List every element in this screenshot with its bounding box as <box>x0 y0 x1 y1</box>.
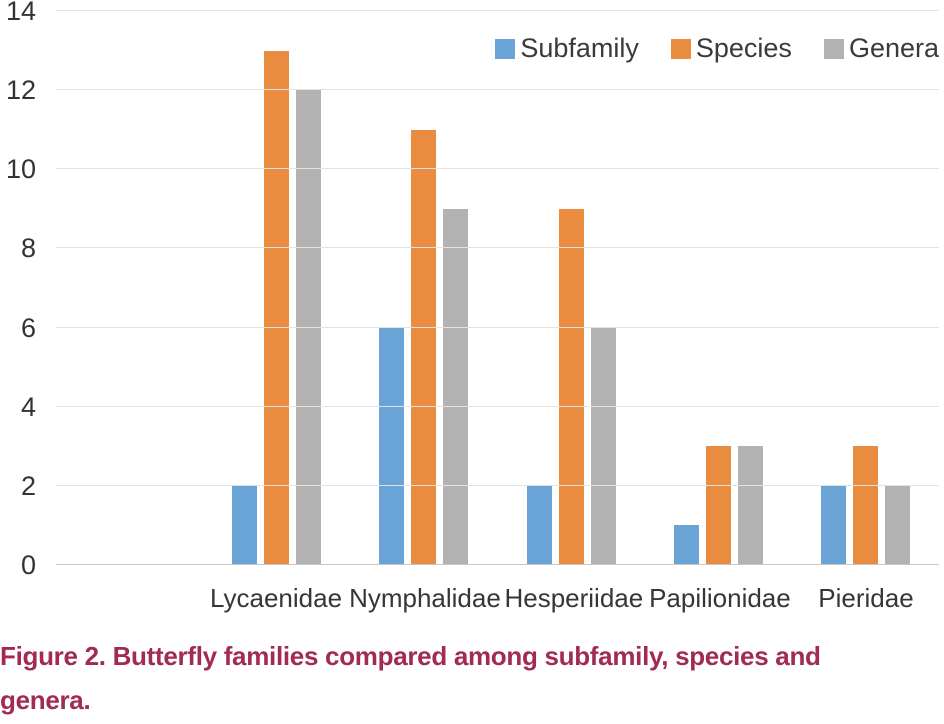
bar-genera-hesperiidae <box>590 327 616 565</box>
y-tick-8: 8 <box>20 233 36 264</box>
bar-genera-papilionidae <box>737 446 763 565</box>
bar-subfamily-papilionidae <box>673 525 699 565</box>
bar-group-pieridae <box>792 11 939 565</box>
figure-caption-line1: Figure 2. Butterfly families compared am… <box>0 641 821 671</box>
subfamily-swatch-icon <box>495 38 516 59</box>
x-axis: Lycaenidae Nymphalidae Hesperiidae Papil… <box>203 583 939 613</box>
bar-group-lycaenidae <box>203 11 350 565</box>
bar-species-lycaenidae <box>264 50 290 565</box>
legend-item-species: Species <box>670 33 792 64</box>
legend-item-genera: Genera <box>823 33 939 64</box>
species-swatch-icon <box>670 38 691 59</box>
chart-legend: Subfamily Species Genera <box>495 33 939 64</box>
bar-group-nymphalidae <box>350 11 497 565</box>
bar-group-hesperiidae <box>497 11 644 565</box>
gridline-6 <box>56 326 939 328</box>
bar-subfamily-nymphalidae <box>379 327 405 565</box>
y-tick-12: 12 <box>5 75 36 106</box>
bar-subfamily-hesperiidae <box>526 485 552 565</box>
bars-region <box>203 11 939 565</box>
x-tick-nymphalidae: Nymphalidae <box>349 583 501 613</box>
gridline-8 <box>56 247 939 249</box>
y-tick-14: 14 <box>5 0 36 26</box>
bar-group-papilionidae <box>645 11 792 565</box>
bar-genera-nymphalidae <box>443 208 469 565</box>
y-axis: 0 2 4 6 8 10 12 14 <box>0 0 40 579</box>
x-tick-pieridae: Pieridae <box>818 583 914 613</box>
y-tick-0: 0 <box>20 550 36 580</box>
legend-label-subfamily: Subfamily <box>520 33 639 63</box>
bar-species-pieridae <box>852 446 878 565</box>
y-tick-2: 2 <box>20 470 36 501</box>
bar-species-nymphalidae <box>411 129 437 565</box>
bar-subfamily-pieridae <box>820 485 846 565</box>
bar-species-papilionidae <box>705 446 731 565</box>
y-tick-4: 4 <box>20 391 36 422</box>
gridline-14 <box>56 10 939 11</box>
figure-caption-line2: genera. <box>0 685 91 715</box>
gridline-2 <box>56 484 939 486</box>
legend-item-subfamily: Subfamily <box>495 33 639 64</box>
x-tick-lycaenidae: Lycaenidae <box>210 583 343 613</box>
gridline-12 <box>56 89 939 91</box>
genera-swatch-icon <box>823 38 844 59</box>
gridline-4 <box>56 405 939 407</box>
bar-genera-pieridae <box>884 485 910 565</box>
x-tick-hesperiidae: Hesperiidae <box>504 583 644 613</box>
bar-genera-lycaenidae <box>296 90 322 565</box>
gridline-10 <box>56 168 939 170</box>
legend-label-genera: Genera <box>848 33 939 63</box>
bar-species-hesperiidae <box>558 208 584 565</box>
figure-caption: Figure 2. Butterfly families compared am… <box>0 634 944 722</box>
x-tick-papilionidae: Papilionidae <box>649 583 791 613</box>
legend-label-species: Species <box>695 33 792 63</box>
y-tick-6: 6 <box>20 312 36 343</box>
y-tick-10: 10 <box>5 154 36 185</box>
gridline-0 <box>56 564 939 565</box>
bar-subfamily-lycaenidae <box>232 485 258 565</box>
plot-area <box>56 10 939 565</box>
